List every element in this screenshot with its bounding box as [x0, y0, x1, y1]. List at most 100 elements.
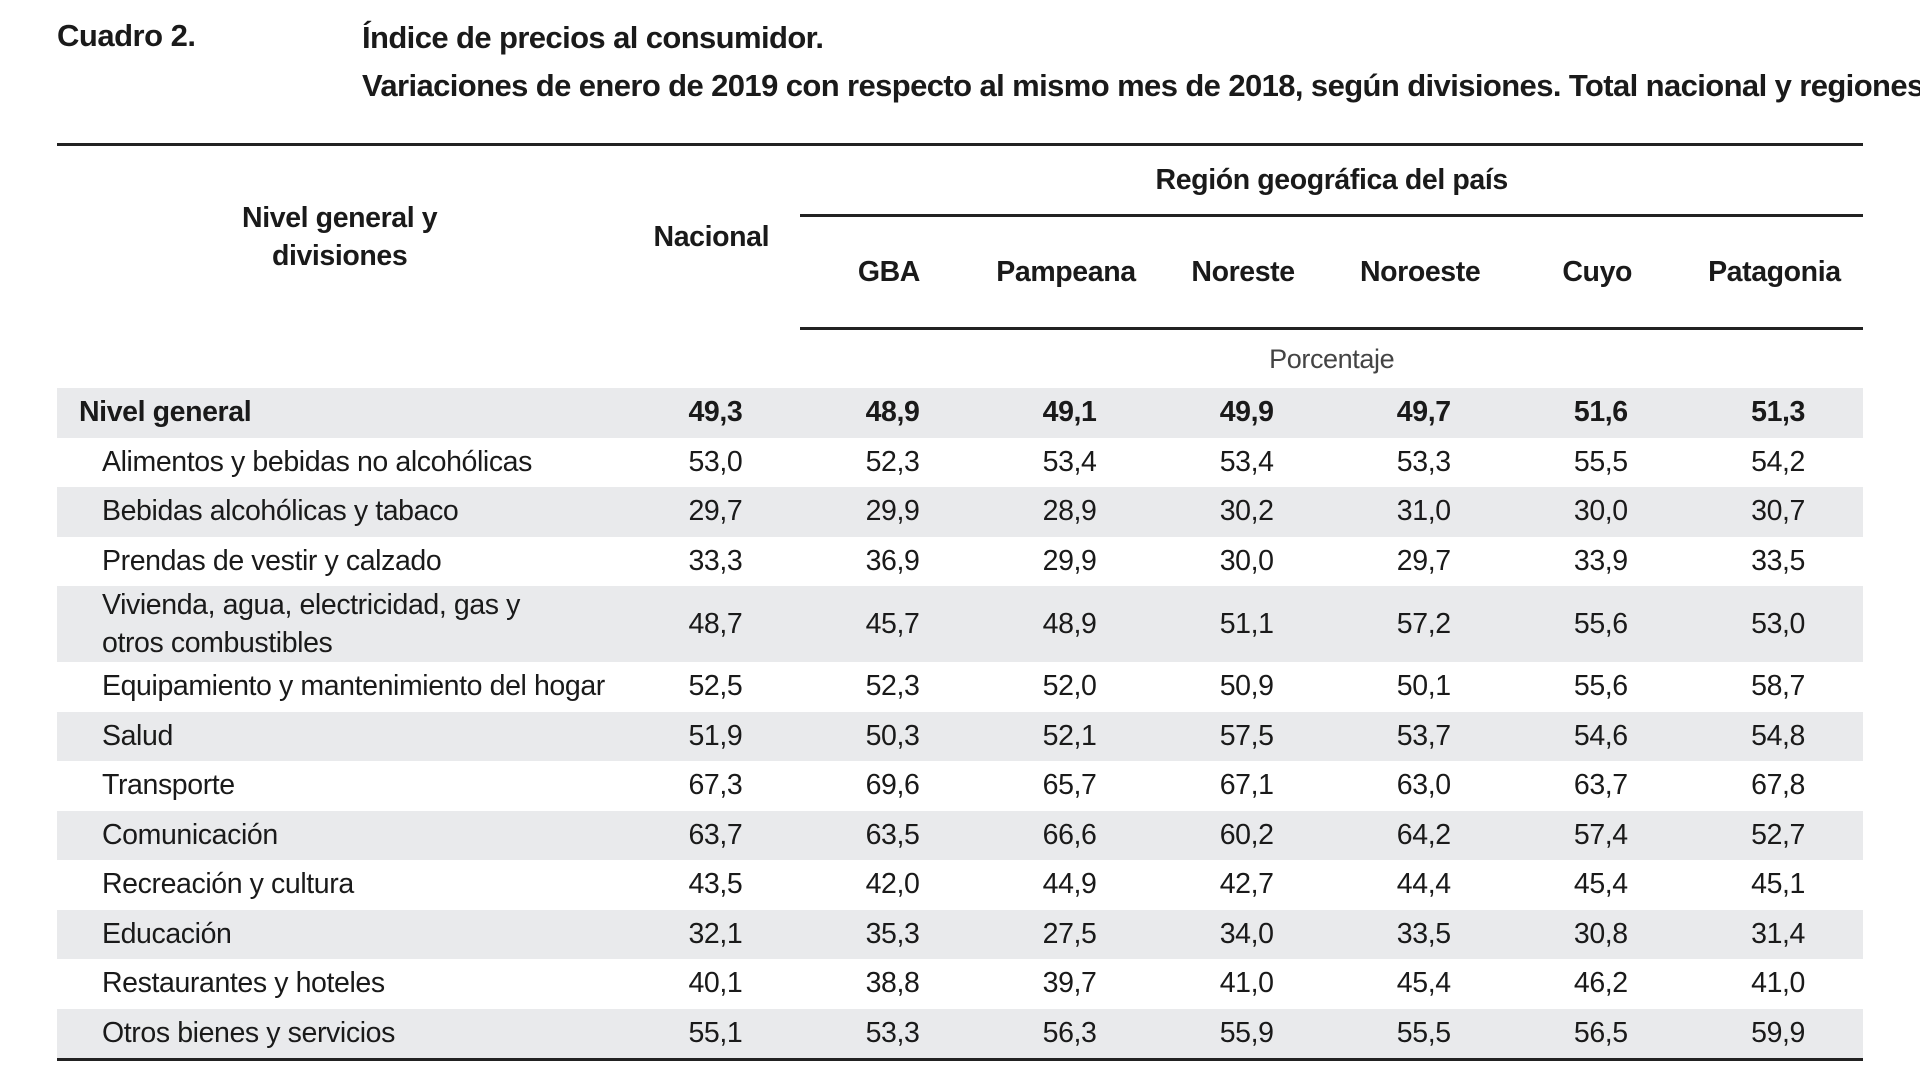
region-value: 29,9 [1042, 544, 1097, 577]
table-row: Alimentos y bebidas no alcohólicas 53,0 52… [57, 438, 1863, 488]
division-name: Equipamiento y mantenimiento del hogar [102, 670, 605, 703]
table-row: Prendas de vestir y calzado 33,3 36,9 29,9 3… [57, 537, 1863, 587]
table-row: Equipamiento y mantenimiento del hogar 52… [57, 662, 1863, 712]
region-value: 66,6 [977, 810, 1155, 860]
table-body: Nivel general 49,3 48,9 49,1 49,9 49,7 51,6 51,… [57, 388, 1863, 1061]
region-value: 56,3 [977, 1008, 1155, 1061]
division-name: Nivel general [57, 388, 623, 438]
nacional-value: 52,5 [688, 670, 743, 703]
region-value: 29,7 [1396, 544, 1451, 577]
header-row-top: Nivel general y divisiones Nacional Regi… [57, 143, 1863, 329]
region-value: 39,7 [1042, 967, 1097, 1000]
region-header: Noroeste [1331, 215, 1509, 330]
division-name: Salud [57, 711, 623, 761]
region-header: Cuyo [1508, 215, 1686, 330]
region-group-header: Región geográfica del país [800, 143, 1863, 217]
region-value: 63,0 [1396, 769, 1451, 802]
region-value: 67,8 [1751, 769, 1805, 802]
table-row: Recreación y cultura 43,5 42,0 44,9 42,7 44,4… [57, 860, 1863, 910]
division-name: Educación [57, 909, 623, 959]
region-value: 59,9 [1685, 1008, 1863, 1061]
table-title: Índice de precios al consumidor. [362, 20, 824, 55]
region-value: 53,0 [1685, 586, 1863, 662]
table-row: Restaurantes y hoteles 40,1 38,8 39,7 41,0 45… [57, 959, 1863, 1009]
region-value: 55,5 [1573, 445, 1628, 478]
table-row: Comunicación 63,7 63,5 66,6 60,2 64,2 57,4 52,7 [57, 810, 1863, 860]
region-value: 35,3 [800, 909, 978, 959]
region-value: 58,7 [1751, 670, 1805, 703]
region-value: 51,1 [1154, 586, 1332, 662]
region-header: GBA [800, 215, 978, 330]
region-value: 45,1 [1751, 868, 1805, 901]
region-value: 53,3 [1396, 445, 1451, 478]
region-value: 30,0 [1219, 544, 1274, 577]
region-value: 31,4 [1685, 909, 1863, 959]
region-value: 30,0 [1508, 487, 1686, 537]
nacional-value: 53,0 [688, 445, 743, 478]
region-value: 63,7 [1573, 769, 1628, 802]
nacional-value: 33,3 [688, 544, 743, 577]
division-name: Transporte [102, 769, 235, 802]
region-value: 67,1 [1219, 769, 1274, 802]
region-value: 64,2 [1331, 810, 1509, 860]
unit-row: Porcentaje [57, 329, 1863, 389]
region-value: 69,6 [865, 769, 920, 802]
region-value: 31,0 [1331, 487, 1509, 537]
region-value: 44,4 [1396, 868, 1451, 901]
region-value: 52,7 [1685, 810, 1863, 860]
region-header: Patagonia [1685, 215, 1863, 330]
region-value: 55,5 [1331, 1008, 1509, 1061]
region-value: 52,3 [865, 670, 920, 703]
division-name: Alimentos y bebidas no alcohólicas [102, 445, 532, 478]
nacional-value: 67,3 [688, 769, 743, 802]
region-value: 36,9 [865, 544, 920, 577]
division-name: Recreación y cultura [102, 868, 354, 901]
region-header: Noreste [1154, 215, 1332, 330]
region-value: 54,6 [1508, 711, 1686, 761]
region-value: 44,9 [1042, 868, 1097, 901]
region-value: 49,9 [1154, 388, 1332, 438]
nacional-value: 55,1 [622, 1008, 801, 1061]
region-value: 54,2 [1751, 445, 1805, 478]
table-row: Otros bienes y servicios 55,1 53,3 56,3 55,9… [57, 1008, 1863, 1061]
region-value: 46,2 [1573, 967, 1628, 1000]
region-value: 52,3 [865, 445, 920, 478]
cpi-table: Nivel general y divisiones Nacional Regi… [57, 143, 1863, 1061]
region-value: 45,4 [1573, 868, 1628, 901]
region-value: 57,5 [1154, 711, 1332, 761]
nacional-value: 51,9 [622, 711, 801, 761]
region-value: 30,8 [1508, 909, 1686, 959]
region-value: 49,1 [977, 388, 1155, 438]
nacional-value: 48,7 [622, 586, 801, 662]
region-value: 30,7 [1685, 487, 1863, 537]
region-value: 38,8 [865, 967, 920, 1000]
nacional-value: 43,5 [688, 868, 743, 901]
region-value: 28,9 [977, 487, 1155, 537]
region-value: 33,9 [1573, 544, 1628, 577]
table-row: Salud 51,9 50,3 52,1 57,5 53,7 54,6 54,8 [57, 711, 1863, 761]
region-value: 63,5 [800, 810, 978, 860]
table-row: Vivienda, agua, electricidad, gas y otro… [57, 586, 1863, 662]
general-row: Nivel general 49,3 48,9 49,1 49,9 49,7 51,6 51,… [57, 388, 1863, 438]
nacional-value: 49,3 [622, 388, 801, 438]
region-value: 49,7 [1331, 388, 1509, 438]
division-name: Bebidas alcohólicas y tabaco [57, 487, 623, 537]
region-value: 27,5 [977, 909, 1155, 959]
region-value: 55,6 [1573, 670, 1628, 703]
region-value: 33,5 [1331, 909, 1509, 959]
division-name: Vivienda, agua, electricidad, gas y otro… [57, 586, 623, 662]
nacional-value: 29,7 [622, 487, 801, 537]
region-value: 52,1 [977, 711, 1155, 761]
unit-label: Porcentaje [1269, 343, 1395, 374]
region-value: 53,4 [1042, 445, 1097, 478]
nacional-header: Nacional [622, 143, 801, 329]
region-value: 50,1 [1396, 670, 1451, 703]
region-value: 54,8 [1685, 711, 1863, 761]
table-subtitle: Variaciones de enero de 2019 con respect… [362, 68, 1920, 103]
region-value: 41,0 [1219, 967, 1274, 1000]
region-value: 29,9 [800, 487, 978, 537]
region-value: 53,3 [800, 1008, 978, 1061]
division-name: Prendas de vestir y calzado [102, 544, 442, 577]
region-value: 51,3 [1685, 388, 1863, 438]
region-value: 57,4 [1508, 810, 1686, 860]
